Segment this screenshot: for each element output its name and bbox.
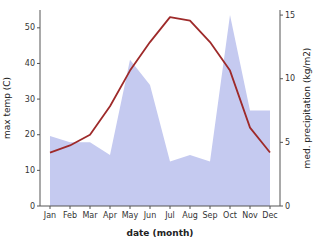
y-tick-label: 20 [25,130,35,139]
x-tick [170,206,171,209]
plot-area [50,15,270,206]
page: {"chart_data": {"type": "line", "categor… [0,0,318,242]
x-tick [70,206,71,209]
y2-axis-label: med. precipitation (kg/m2) [302,48,312,169]
y2-axis: 0 5 10 15 med. precipitation (kg/m2) [280,10,312,211]
x-tick [190,206,191,209]
x-tick-label: May [122,211,139,220]
y2-tick [280,206,283,207]
y2-tick-label: 5 [285,138,290,147]
y-tick-label: 10 [25,166,35,175]
x-tick-label: Jul [164,211,175,220]
y-axis-label: max temp (C) [2,77,12,139]
y2-axis-line [280,10,281,206]
y2-tick [280,142,283,143]
precipitation-area [50,15,270,206]
x-tick-label: Nov [242,211,258,220]
y2-tick [280,15,283,16]
x-tick-label: Apr [103,211,118,220]
y-tick-label: 40 [25,59,35,68]
x-axis-line [40,206,280,207]
x-tick-label: Dec [262,211,277,220]
x-tick-label: Sep [202,211,217,220]
y-tick [37,134,40,135]
x-tick [210,206,211,209]
y-tick [37,63,40,64]
chart: 0 10 20 30 40 50 max temp (C) 0 5 10 15 med. precip… [0,0,318,242]
y-tick-label: 30 [25,95,35,104]
y-axis-line [40,10,41,206]
x-tick-label: Aug [182,211,198,220]
y-tick-label: 0 [30,202,35,211]
y-tick [37,99,40,100]
x-tick [270,206,271,209]
y2-tick-label: 0 [285,202,290,211]
y-tick [37,206,40,207]
x-tick [90,206,91,209]
y-tick [37,170,40,171]
x-axis-label: date (month) [127,228,194,238]
x-tick [230,206,231,209]
y-tick-label: 50 [25,23,35,32]
x-tick [110,206,111,209]
temperature-line [50,17,270,152]
y2-tick [280,78,283,79]
x-tick-label: Feb [63,211,77,220]
x-tick [50,206,51,209]
chart-container: 0 10 20 30 40 50 max temp (C) 0 5 10 15 med. precip… [0,0,318,242]
x-tick-label: Jan [43,211,56,220]
x-axis: Jan Feb Mar Apr May Jun Jul Aug Sep Oct Nov Dec date… [40,206,280,238]
x-tick-label: Jun [143,211,157,220]
y-tick [37,27,40,28]
x-tick-label: Mar [82,211,98,220]
y-axis: 0 10 20 30 40 50 max temp (C) [2,10,40,211]
x-tick [250,206,251,209]
y2-tick-label: 15 [285,11,295,20]
x-tick [150,206,151,209]
x-tick [130,206,131,209]
y2-tick-label: 10 [285,74,295,83]
x-tick-label: Oct [223,211,237,220]
